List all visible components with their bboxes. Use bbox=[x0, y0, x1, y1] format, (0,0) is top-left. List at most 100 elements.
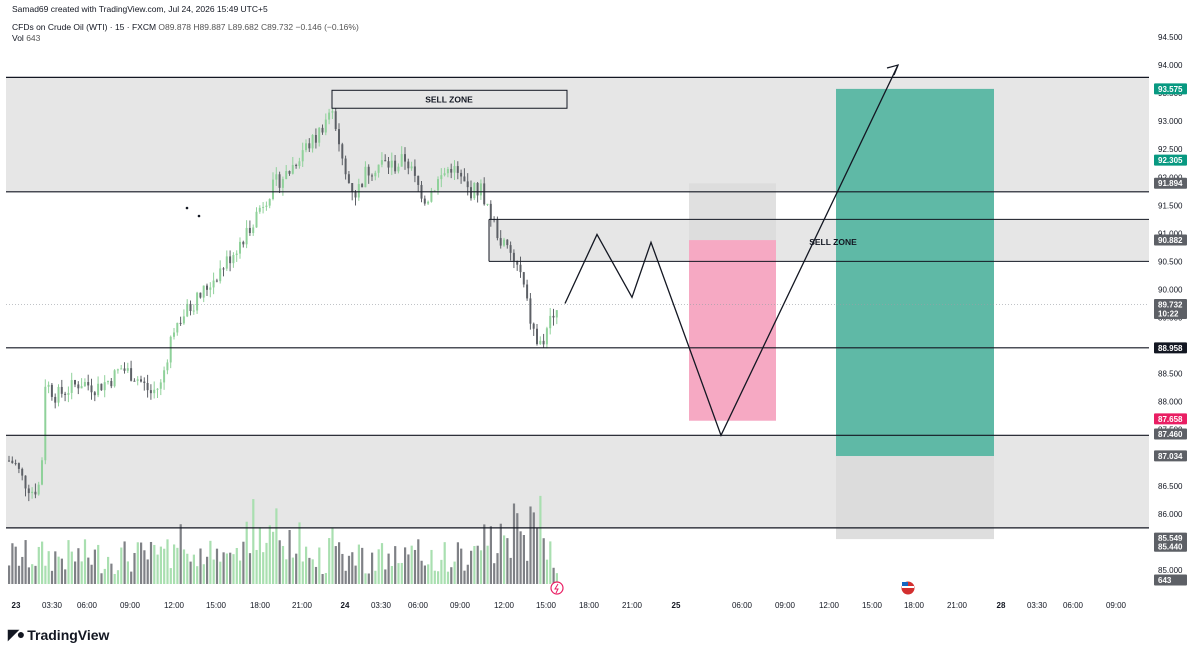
candle bbox=[483, 183, 486, 205]
volume-bar bbox=[509, 557, 512, 584]
volume-bar bbox=[199, 548, 202, 584]
sell-zone-box-label: SELL ZONE bbox=[425, 94, 473, 104]
candle bbox=[404, 154, 406, 162]
candle bbox=[506, 239, 509, 246]
candle bbox=[512, 252, 515, 262]
candle bbox=[179, 322, 182, 324]
candle bbox=[374, 172, 377, 177]
tradingview-logo-icon: ◤● bbox=[8, 626, 25, 642]
volume-bar bbox=[67, 540, 70, 584]
volume-bar bbox=[499, 523, 502, 584]
candle bbox=[41, 460, 43, 485]
candle bbox=[176, 322, 179, 333]
candle bbox=[460, 172, 463, 177]
candle bbox=[24, 475, 27, 489]
candle bbox=[229, 256, 232, 264]
brand[interactable]: ◤● TradingView bbox=[8, 626, 109, 643]
candle bbox=[489, 203, 492, 220]
volume-bar bbox=[97, 544, 100, 584]
volume-bar bbox=[545, 559, 549, 584]
candle bbox=[156, 388, 159, 390]
candle bbox=[196, 292, 199, 311]
candle bbox=[470, 187, 472, 199]
volume-bar bbox=[496, 553, 499, 584]
ohlc-values: O89.878 H89.887 L89.682 C89.732 −0.146 (… bbox=[158, 22, 359, 32]
candle bbox=[377, 164, 380, 173]
price-tick-93-000: 93.000 bbox=[1158, 117, 1183, 126]
volume-bar bbox=[17, 565, 21, 584]
volume-bar bbox=[288, 529, 291, 584]
volume-bar bbox=[430, 549, 433, 584]
time-axis[interactable]: 23 03:30 06:00 09:00 12:00 15:00 18:00 21:00 24 0… bbox=[12, 601, 1127, 610]
candle bbox=[67, 392, 70, 395]
volume-bar bbox=[44, 565, 47, 584]
time-tick-9: 03:30 bbox=[371, 601, 392, 610]
price-tag-label: 87.658 bbox=[1158, 415, 1183, 424]
volume-bar bbox=[212, 559, 215, 584]
candle bbox=[499, 238, 502, 246]
price-tag-87-034 bbox=[1154, 450, 1187, 462]
candle bbox=[278, 174, 281, 188]
candle bbox=[182, 316, 185, 324]
symbol-title[interactable]: CFDs on Crude Oil (WTI) · 15 · FXCM bbox=[12, 22, 157, 32]
volume-bar bbox=[215, 548, 219, 584]
candle bbox=[199, 292, 202, 298]
volume-bar bbox=[407, 554, 410, 584]
volume-bar bbox=[64, 569, 67, 584]
volume-bar bbox=[130, 571, 133, 584]
brand-name: TradingView bbox=[27, 626, 110, 643]
volume-bar bbox=[483, 524, 486, 584]
candle bbox=[173, 332, 175, 337]
volume-bar bbox=[31, 564, 34, 584]
candle bbox=[407, 161, 410, 169]
volume-bar bbox=[225, 553, 228, 584]
volume-bars bbox=[8, 495, 558, 584]
candle bbox=[539, 340, 542, 345]
volume-bar bbox=[258, 527, 261, 584]
volume-bar bbox=[328, 538, 331, 584]
candle bbox=[479, 183, 482, 196]
candle bbox=[126, 368, 129, 371]
volume-bar bbox=[281, 545, 285, 584]
candle bbox=[100, 383, 103, 391]
candle bbox=[397, 166, 400, 172]
price-tag-label: 85.549 bbox=[1158, 534, 1183, 543]
drawing-dot bbox=[185, 206, 189, 210]
volume-bar bbox=[47, 551, 50, 584]
candle bbox=[549, 315, 552, 329]
horizontal-levels[interactable] bbox=[6, 76, 1149, 529]
zone-labels: SELL ZONE SELL ZONE bbox=[185, 89, 857, 247]
time-tick-22: 21:00 bbox=[947, 601, 968, 610]
long-target-area bbox=[836, 88, 994, 457]
candle bbox=[17, 463, 20, 469]
candle bbox=[146, 382, 149, 391]
time-tick-20: 15:00 bbox=[862, 601, 883, 610]
time-tick-17: 06:00 bbox=[732, 601, 753, 610]
volume-bar bbox=[262, 552, 265, 584]
candle bbox=[44, 386, 47, 461]
candle bbox=[123, 368, 126, 371]
volume-bar bbox=[140, 542, 143, 584]
volume-bar bbox=[54, 551, 57, 584]
candle bbox=[169, 336, 172, 363]
candle bbox=[334, 111, 337, 130]
candle bbox=[522, 272, 525, 285]
arrow-head-icon bbox=[886, 64, 900, 76]
candle bbox=[103, 382, 106, 391]
candle bbox=[387, 161, 390, 168]
volume-bar bbox=[470, 550, 473, 584]
volume-bar bbox=[123, 541, 126, 584]
volume-bar bbox=[196, 566, 199, 584]
candle bbox=[64, 393, 67, 395]
symbol-info: CFDs on Crude Oil (WTI) · 15 · FXCM O89.… bbox=[12, 22, 359, 32]
candle bbox=[305, 143, 307, 151]
projection-path[interactable] bbox=[564, 64, 900, 437]
volume-bar bbox=[529, 506, 532, 584]
volume-bar bbox=[90, 564, 93, 584]
candle bbox=[390, 160, 393, 168]
price-tag-label: 643 bbox=[1158, 576, 1172, 585]
volume-bar bbox=[493, 563, 496, 584]
candle bbox=[143, 381, 146, 383]
candle bbox=[486, 203, 489, 205]
